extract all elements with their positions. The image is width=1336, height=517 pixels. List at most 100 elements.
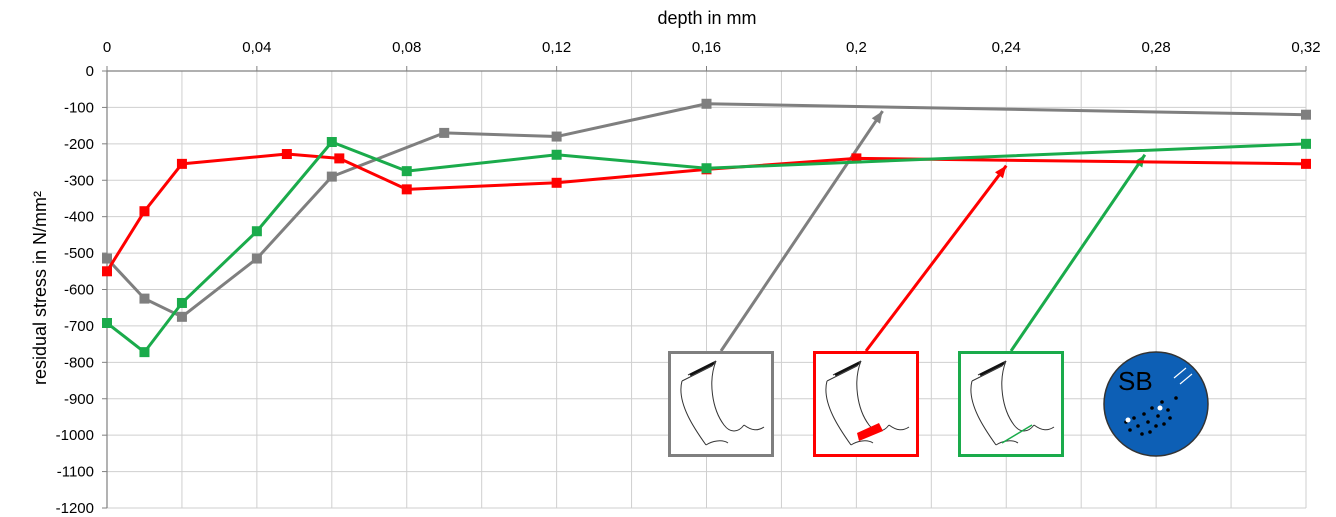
shot-particle-highlight xyxy=(1125,417,1131,423)
shot-particle xyxy=(1154,424,1158,428)
data-point xyxy=(139,347,150,358)
data-point xyxy=(401,184,412,195)
treated-zone-fill xyxy=(857,423,883,441)
inset-frame xyxy=(958,351,1064,457)
data-point xyxy=(176,297,187,308)
y-tick-label: -300 xyxy=(64,172,94,189)
blade-trailing-edge xyxy=(856,360,890,432)
callout-arrow-head xyxy=(871,111,883,124)
shot-particle xyxy=(1166,408,1170,412)
data-point xyxy=(551,177,562,188)
data-point xyxy=(334,153,345,164)
data-point xyxy=(102,266,112,277)
data-point xyxy=(326,171,337,182)
shot-blasting-badge: SB xyxy=(1103,351,1209,457)
y-tick-label: -900 xyxy=(64,391,94,408)
badge-label: SB xyxy=(1118,366,1153,396)
blade-leading-edge xyxy=(970,380,997,446)
x-axis-title: depth in mm xyxy=(657,8,756,28)
blade-inset xyxy=(813,351,919,457)
y-tick-label: -200 xyxy=(64,136,94,153)
shot-particle xyxy=(1160,400,1164,404)
blade-tip-mark xyxy=(834,361,860,377)
data-point xyxy=(401,166,412,177)
blade-trailing-edge xyxy=(711,360,745,432)
blade-leading-edge xyxy=(680,380,707,446)
blade-inset xyxy=(668,351,774,457)
data-point xyxy=(102,318,112,329)
shot-particle xyxy=(1168,416,1172,420)
data-point xyxy=(281,149,292,160)
y-tick-label: -1000 xyxy=(56,427,94,444)
data-point xyxy=(551,131,562,142)
shot-particle xyxy=(1128,428,1132,432)
data-point xyxy=(1301,158,1311,169)
blade-insets: SB xyxy=(668,351,1209,457)
data-point xyxy=(1301,109,1311,120)
blade-inset xyxy=(958,351,1064,457)
callout-arrow-line xyxy=(719,110,884,352)
data-point xyxy=(251,253,262,264)
y-tick-label: -600 xyxy=(64,282,94,299)
x-tick-label: 0,32 xyxy=(1291,39,1320,56)
shot-particle xyxy=(1162,422,1166,426)
shot-particle xyxy=(1174,396,1178,400)
data-point xyxy=(851,153,862,164)
shot-particle xyxy=(1136,424,1140,428)
blade-root xyxy=(705,440,729,446)
x-tick-label: 0,28 xyxy=(1142,39,1171,56)
data-point xyxy=(251,226,262,237)
x-tick-label: 0,04 xyxy=(242,39,271,56)
axes: 0 0,04 0,08 0,12 0,16 0,2 0,24 0,28 0,32 0 -100 -20… xyxy=(56,39,1321,517)
x-tick-label: 0,12 xyxy=(542,39,571,56)
blade-trailing-edge xyxy=(1001,360,1035,432)
y-tick-label: -500 xyxy=(64,245,94,262)
nozzle-icon xyxy=(1173,367,1193,385)
callout-arrow-line xyxy=(864,164,1008,352)
data-point xyxy=(176,311,187,322)
inset-frame xyxy=(668,351,774,457)
x-tick-label: 0,24 xyxy=(992,39,1021,56)
blade-platform xyxy=(743,424,765,431)
shot-particle xyxy=(1142,412,1146,416)
data-point xyxy=(551,149,562,160)
blade-tip-mark xyxy=(979,361,1005,377)
blade-tip xyxy=(826,360,862,382)
data-point xyxy=(176,158,187,169)
x-tick-label: 0,2 xyxy=(846,39,867,56)
blade-leading-edge xyxy=(825,380,852,446)
y-tick-label: -700 xyxy=(64,318,94,335)
y-tick-label: -800 xyxy=(64,354,94,371)
data-point xyxy=(439,127,450,138)
y-tick-label: -1200 xyxy=(56,500,94,517)
callout-arrows xyxy=(719,110,1147,352)
shot-particle xyxy=(1156,414,1160,418)
blade-tip xyxy=(681,360,717,382)
data-point xyxy=(139,206,150,217)
data-point xyxy=(102,253,112,264)
y-tick-label: 0 xyxy=(86,63,94,80)
series-1 xyxy=(102,98,1311,322)
data-point xyxy=(1301,138,1311,149)
x-tick-label: 0,16 xyxy=(692,39,721,56)
y-axis-title: residual stress in N/mm² xyxy=(30,191,50,385)
callout-arrow-line xyxy=(1009,153,1147,352)
data-point xyxy=(701,163,712,174)
blade-tip xyxy=(971,360,1007,382)
blade-platform xyxy=(888,424,910,431)
blade-root xyxy=(995,440,1019,446)
shot-particle-highlight xyxy=(1157,405,1163,411)
blade-root xyxy=(850,440,874,446)
x-tick-label: 0 xyxy=(103,39,111,56)
series-3 xyxy=(102,137,1311,358)
y-tick-label: -400 xyxy=(64,209,94,226)
treated-zone-line xyxy=(1001,424,1033,444)
shot-particle xyxy=(1132,416,1136,420)
shot-particle xyxy=(1148,430,1152,434)
shot-particle xyxy=(1146,420,1150,424)
blade-platform xyxy=(1033,424,1055,431)
shot-particle xyxy=(1140,432,1144,436)
inset-frame xyxy=(813,351,919,457)
